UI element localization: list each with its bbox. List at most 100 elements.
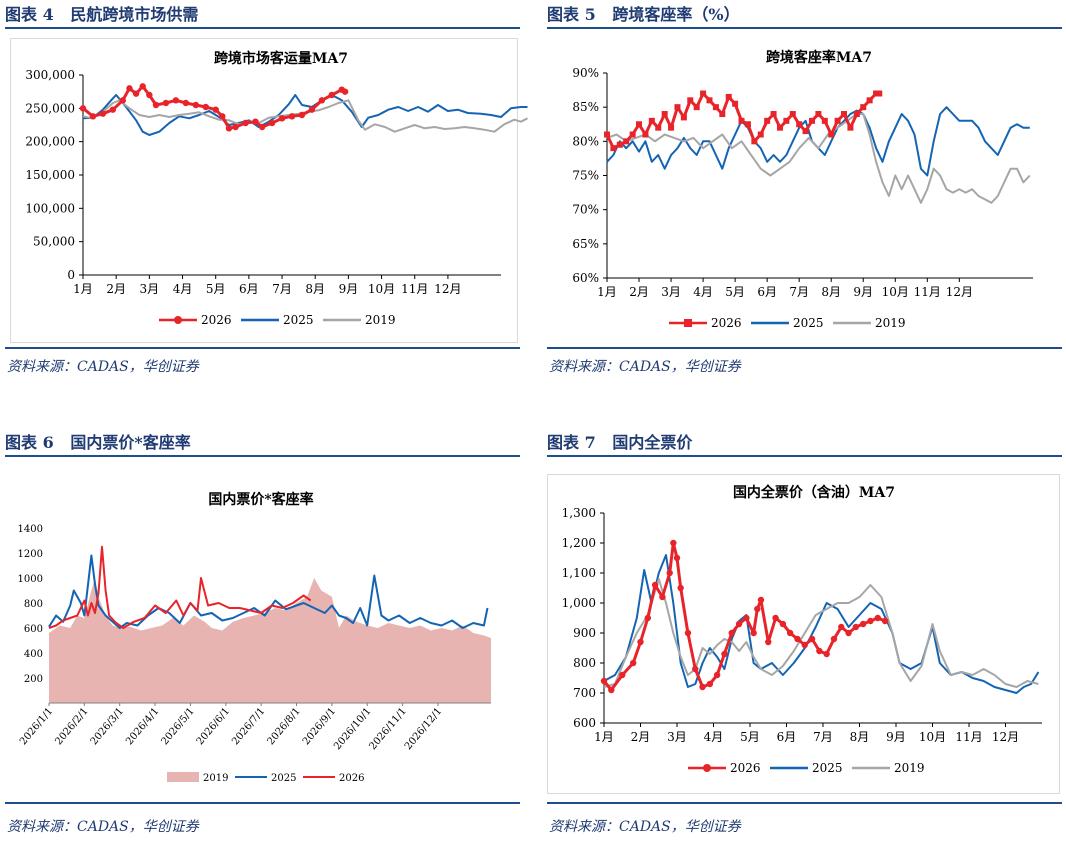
series-2026-point — [192, 101, 199, 109]
x-tick-label: 2月 — [106, 282, 126, 296]
series-2026-point — [659, 593, 666, 601]
series-2026-point — [600, 677, 608, 685]
legend-label-2025: 2025 — [812, 761, 843, 775]
y-tick-label: 800 — [573, 656, 596, 670]
series-2026-point — [674, 104, 681, 111]
series-2026-point — [666, 569, 673, 577]
title-rule — [5, 27, 520, 29]
x-tick-label: 9月 — [886, 730, 906, 744]
series-2026-point — [801, 641, 808, 649]
y-tick-label: 1,300 — [562, 506, 596, 520]
series-2026-point — [783, 117, 790, 124]
x-tick-label: 8月 — [850, 730, 870, 744]
series-2019-line — [603, 578, 1039, 688]
x-tick-label: 10月 — [882, 285, 909, 299]
y-tick-label: 70% — [572, 203, 599, 217]
legend-label-2019: 2019 — [365, 313, 396, 327]
series-2026-point — [268, 119, 276, 127]
legend-label-2025: 2025 — [271, 773, 296, 784]
series-2026-point — [847, 124, 854, 131]
series-2026-point — [298, 111, 306, 119]
chart-frame: 国内全票价（含油）MA7 600 700 800 900 1,000 1,100 1,200 1… — [547, 474, 1060, 794]
series-2026-point — [146, 91, 153, 99]
source-note: 资料来源：CADAS，华创证券 — [549, 819, 741, 835]
series-2026-point — [610, 145, 617, 152]
series-2026-point — [838, 623, 845, 631]
series-2026-point — [881, 617, 889, 625]
source-rule — [5, 802, 520, 804]
chart-price-x-load: 国内票价*客座率 200 400 600 800 1000 1200 1400 2026/1/1… — [18, 491, 491, 784]
panel-fig7: 图表 7 国内全票价 国内全票价（含油）MA7 600 700 800 900 1,000… — [547, 432, 1062, 837]
series-2026-point — [876, 90, 883, 97]
x-tick-label: 10月 — [368, 282, 395, 296]
series-2026-point — [219, 113, 226, 120]
series-2026-point — [808, 117, 815, 124]
series-2026-point — [99, 110, 107, 117]
x-tick-label: 4月 — [693, 285, 713, 299]
title-rule — [547, 27, 1062, 29]
series-2026-point — [725, 93, 732, 100]
y-tick-label: 100,000 — [25, 201, 75, 215]
series-2026-point — [779, 620, 787, 628]
series-2026-point — [770, 111, 777, 117]
series-2026-point — [152, 101, 160, 109]
series-2026-point — [873, 90, 880, 97]
series-2026-point — [642, 131, 649, 138]
legend-label-2026: 2026 — [711, 316, 742, 330]
panel-fig4: 图表 4 民航跨境市场供需 跨境市场客运量MA7 0 50,000 100,000 15… — [5, 4, 528, 384]
series-2026-point — [867, 617, 874, 625]
series-2026-point — [677, 584, 684, 592]
series-2026-point — [821, 117, 828, 124]
series-2026-point — [673, 554, 681, 562]
y-tick-label: 900 — [573, 626, 596, 640]
series-2026-point — [318, 97, 326, 104]
series-2026-point — [786, 629, 794, 637]
series-2025-line — [82, 94, 528, 136]
series-2026-point — [802, 128, 809, 135]
series-2026-point — [232, 123, 239, 131]
series-2026-point — [789, 111, 796, 117]
series-2025-line — [606, 106, 1030, 177]
series-2026-point — [619, 671, 626, 679]
x-tick-label: 2026/8/1 — [266, 706, 303, 747]
series-2026-point — [604, 131, 610, 138]
series-2026-point — [258, 123, 266, 131]
series-2026-point — [655, 124, 662, 131]
series-2026-point — [630, 659, 637, 667]
y-tick-label: 800 — [24, 599, 43, 610]
x-tick-label: 6月 — [239, 282, 259, 296]
y-tick-label: 80% — [572, 134, 599, 148]
panel-fig5: 图表 5 跨境客座率（%） 跨境客座率MA7 60% 65% 70% 75% 80% 85%… — [547, 4, 1062, 384]
x-tick-label: 9月 — [339, 282, 359, 296]
chart-title: 国内全票价（含油）MA7 — [733, 484, 895, 501]
y-tick-label: 85% — [572, 100, 599, 114]
fig-title: 图表 7 国内全票价 — [547, 433, 693, 452]
series-2026-point — [651, 581, 659, 589]
legend-label-2019: 2019 — [875, 316, 906, 330]
series-2026-point — [126, 85, 133, 92]
x-tick-label: 6月 — [757, 285, 777, 299]
x-tick-label: 11月 — [955, 730, 982, 744]
x-tick-label: 6月 — [777, 730, 797, 744]
series-2026-point — [706, 97, 713, 104]
y-tick-label: 75% — [572, 169, 599, 183]
y-tick-label: 200,000 — [25, 135, 75, 149]
series-2019-area — [49, 578, 491, 703]
legend-label-2019: 2019 — [894, 761, 925, 775]
series-2026-point — [712, 104, 719, 111]
series-2026-point — [738, 117, 745, 124]
source-rule — [5, 347, 520, 349]
series-2026-point — [680, 114, 687, 121]
x-tick-label: 1月 — [594, 730, 614, 744]
series-2026-point — [162, 99, 170, 107]
series-2026-point — [815, 111, 822, 117]
series-2026-point — [874, 614, 881, 622]
y-tick-label: 1,200 — [562, 536, 596, 550]
series-2026-point — [252, 118, 259, 125]
fig-title: 图表 6 国内票价*客座率 — [5, 433, 191, 452]
x-tick-label: 2026/12/1 — [403, 706, 444, 752]
y-tick-label: 700 — [573, 686, 596, 700]
series-2026-point — [750, 629, 757, 637]
legend-label-2025: 2025 — [793, 316, 824, 330]
panel-fig6: 图表 6 国内票价*客座率 国内票价*客座率 200 400 600 800 1000 12… — [5, 432, 520, 837]
